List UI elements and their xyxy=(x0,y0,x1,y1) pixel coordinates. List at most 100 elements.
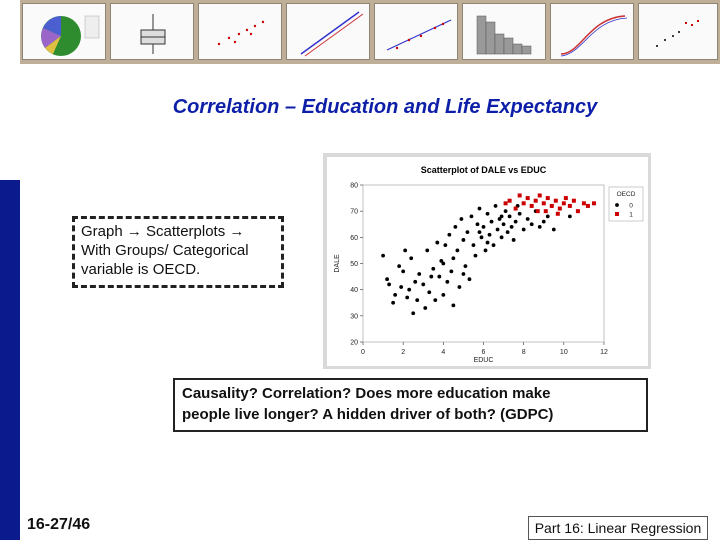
question-line: Causality? Correlation? Does more educat… xyxy=(182,385,551,402)
data-point-oecd-0 xyxy=(507,214,512,219)
chart-title: Scatterplot of DALE vs EDUC xyxy=(421,165,547,175)
data-point-oecd-0 xyxy=(397,264,402,269)
data-point-oecd-1 xyxy=(555,211,560,216)
data-point-oecd-0 xyxy=(417,272,422,276)
y-tick-label: 30 xyxy=(350,313,358,320)
data-point-oecd-1 xyxy=(535,209,540,214)
data-point-oecd-0 xyxy=(483,248,488,253)
data-point-oecd-0 xyxy=(567,214,572,219)
data-point-oecd-0 xyxy=(459,217,464,221)
data-point-oecd-0 xyxy=(387,282,392,287)
instruction-note: Graph → Scatterplots → With Groups/ Cate… xyxy=(72,216,284,288)
data-point-oecd-1 xyxy=(549,203,554,208)
data-point-oecd-0 xyxy=(473,253,478,258)
data-point-oecd-0 xyxy=(499,214,504,219)
slide-title: Correlation – Education and Life Expecta… xyxy=(172,96,598,118)
legend-label-1: 1 xyxy=(629,212,633,219)
data-point-oecd-0 xyxy=(551,227,556,232)
data-point-oecd-0 xyxy=(407,287,412,292)
data-point-oecd-1 xyxy=(521,201,526,206)
data-point-oecd-0 xyxy=(451,256,456,261)
data-point-oecd-0 xyxy=(509,224,514,229)
y-tick-label: 40 xyxy=(350,287,358,294)
data-point-oecd-0 xyxy=(517,211,522,216)
data-point-oecd-0 xyxy=(381,253,385,258)
data-point-oecd-0 xyxy=(401,269,406,274)
data-point-oecd-1 xyxy=(513,206,518,211)
data-point-oecd-0 xyxy=(501,222,506,227)
data-point-oecd-0 xyxy=(441,293,446,297)
data-point-oecd-0 xyxy=(467,277,472,282)
thumbnail-fitted-scatter xyxy=(374,3,458,60)
data-point-oecd-0 xyxy=(513,219,518,224)
data-point-oecd-0 xyxy=(429,274,434,279)
data-point-oecd-0 xyxy=(511,238,516,242)
data-point-oecd-0 xyxy=(481,224,486,229)
data-point-oecd-1 xyxy=(507,198,512,203)
data-point-oecd-1 xyxy=(543,209,548,214)
data-point-oecd-0 xyxy=(477,206,482,211)
data-point-oecd-0 xyxy=(477,230,482,234)
data-point-oecd-1 xyxy=(503,201,508,206)
data-point-oecd-0 xyxy=(537,224,542,229)
x-axis-label: EDUC xyxy=(474,357,494,364)
data-point-oecd-0 xyxy=(449,269,454,274)
plot-area xyxy=(362,184,605,343)
data-point-oecd-1 xyxy=(563,196,568,201)
data-point-oecd-0 xyxy=(439,258,444,263)
data-point-oecd-0 xyxy=(453,224,458,229)
data-point-oecd-0 xyxy=(503,209,508,214)
thumbnail-cumulative-curve xyxy=(550,3,634,60)
data-point-oecd-0 xyxy=(525,217,530,221)
data-point-oecd-1 xyxy=(541,201,546,206)
data-point-oecd-0 xyxy=(485,240,490,245)
data-point-oecd-0 xyxy=(463,264,468,269)
data-point-oecd-1 xyxy=(553,198,558,203)
data-point-oecd-1 xyxy=(567,203,572,208)
data-point-oecd-0 xyxy=(433,298,438,303)
data-point-oecd-1 xyxy=(585,203,590,208)
data-point-oecd-0 xyxy=(461,238,466,242)
data-point-oecd-0 xyxy=(431,266,436,271)
data-point-oecd-1 xyxy=(529,203,534,208)
thumbnail-scatter xyxy=(198,3,282,60)
y-tick-label: 20 xyxy=(350,340,358,347)
data-point-oecd-1 xyxy=(533,198,538,203)
thumbnail-grouped-scatter xyxy=(638,3,718,60)
note-line: With Groups/ Categorical xyxy=(81,242,249,259)
data-point-oecd-0 xyxy=(491,243,496,248)
x-tick-label: 0 xyxy=(361,349,365,356)
data-point-oecd-0 xyxy=(403,248,408,253)
legend-title: OECD xyxy=(617,191,636,198)
data-point-oecd-0 xyxy=(497,217,502,221)
y-tick-label: 80 xyxy=(350,183,358,190)
data-point-oecd-1 xyxy=(575,209,580,214)
y-tick-label: 70 xyxy=(350,209,358,216)
data-point-oecd-0 xyxy=(445,279,450,284)
thumbnail-pie-chart xyxy=(22,3,106,60)
data-point-oecd-0 xyxy=(423,306,428,310)
data-point-oecd-1 xyxy=(537,193,542,198)
data-point-oecd-0 xyxy=(541,219,546,224)
data-point-oecd-0 xyxy=(405,295,410,300)
legend-marker-1 xyxy=(615,212,619,216)
data-point-oecd-0 xyxy=(441,261,446,266)
data-point-oecd-0 xyxy=(393,293,398,297)
y-tick-label: 60 xyxy=(350,235,358,242)
data-point-oecd-0 xyxy=(391,300,396,305)
data-point-oecd-0 xyxy=(471,243,476,248)
data-point-oecd-0 xyxy=(475,222,480,227)
x-tick-label: 6 xyxy=(482,349,486,356)
data-point-oecd-0 xyxy=(411,311,416,316)
thumbnail-boxplot xyxy=(110,3,194,60)
sidebar-accent-lower xyxy=(0,360,20,540)
data-point-oecd-0 xyxy=(469,214,474,219)
data-point-oecd-0 xyxy=(495,227,500,232)
sidebar-top xyxy=(0,0,20,180)
data-point-oecd-0 xyxy=(545,214,550,219)
data-point-oecd-0 xyxy=(493,204,498,208)
y-tick-label: 50 xyxy=(350,261,358,268)
thumbnail-strip xyxy=(20,0,720,64)
data-point-oecd-0 xyxy=(385,277,389,282)
